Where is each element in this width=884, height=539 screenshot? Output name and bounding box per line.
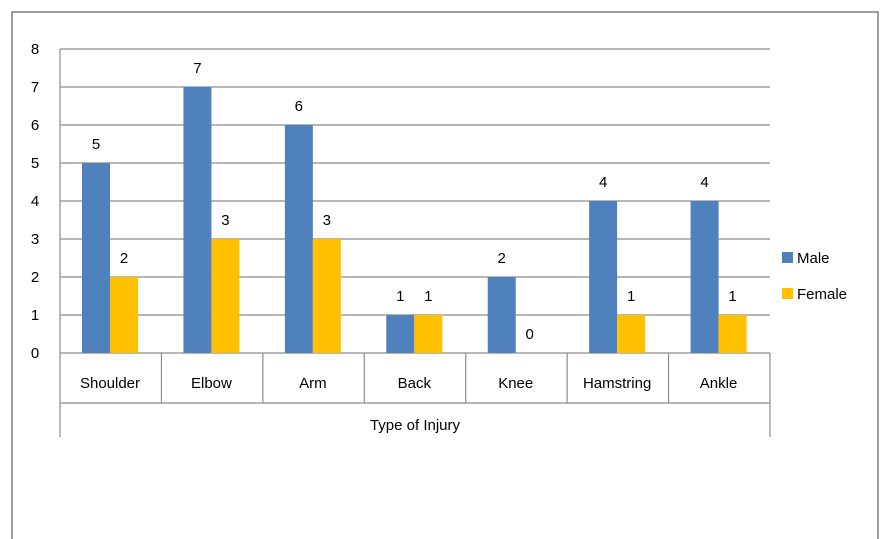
y-axis-ticks: 0 1 2 3 4 5 6 7 8 [31,41,39,362]
data-label: 2 [120,250,128,267]
bar-male-arm [284,125,313,353]
data-label: 2 [498,250,506,267]
y-tick-label: 7 [31,79,39,96]
data-label: 1 [627,288,635,305]
legend-swatch-female [782,288,793,299]
bars [82,87,747,353]
legend: Male Female [782,250,847,303]
bar-male-back [386,315,415,353]
y-tick-label: 4 [31,193,39,210]
bar-male-shoulder [82,163,110,353]
data-label: 4 [700,174,708,191]
bar-male-hamstring [589,201,618,353]
y-tick-label: 1 [31,307,39,324]
x-category-label: Elbow [191,375,232,392]
bar-female-ankle [718,315,747,353]
legend-label-male: Male [797,250,830,267]
bar-male-elbow [183,87,212,353]
data-label: 3 [323,212,331,229]
data-label: 6 [295,98,303,115]
legend-label-female: Female [797,286,847,303]
x-category-label: Knee [498,375,533,392]
x-axis-title: Type of Injury [370,417,461,434]
bar-female-elbow [211,239,240,353]
bar-female-hamstring [617,315,646,353]
x-axis-categories: Shoulder Elbow Arm Back Knee Hamstring Ankle [80,375,737,392]
bar-female-back [414,315,443,353]
bar-male-ankle [690,201,719,353]
x-category-label: Arm [299,375,327,392]
bar-female-arm [312,239,341,353]
y-tick-label: 0 [31,345,39,362]
y-tick-label: 8 [31,41,39,58]
x-category-label: Hamstring [583,375,651,392]
data-label: 4 [599,174,607,191]
gridlines [60,48,770,354]
data-label: 3 [221,212,229,229]
data-label: 7 [193,60,201,77]
y-tick-label: 6 [31,117,39,134]
x-category-label: Back [398,375,432,392]
legend-swatch-male [782,252,793,263]
data-label: 5 [92,136,100,153]
y-tick-label: 5 [31,155,39,172]
x-category-label: Shoulder [80,375,140,392]
data-label: 1 [424,288,432,305]
bar-male-knee [487,277,516,353]
chart-border [11,11,879,539]
data-label: 1 [396,288,404,305]
y-tick-label: 2 [31,269,39,286]
bar-female-shoulder [110,277,138,353]
x-category-label: Ankle [700,375,738,392]
data-labels: 5 2 7 3 6 3 1 1 2 0 4 1 4 1 [92,60,737,343]
axes [59,49,771,437]
data-label: 0 [526,326,534,343]
data-label: 1 [728,288,736,305]
y-tick-label: 3 [31,231,39,248]
